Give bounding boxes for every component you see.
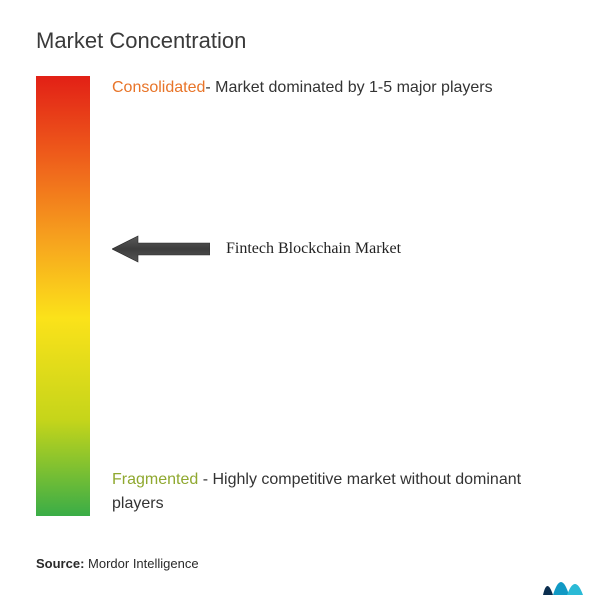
arrow-left-icon xyxy=(112,234,210,264)
concentration-gradient-bar xyxy=(36,76,90,516)
brand-logo-icon xyxy=(541,567,585,599)
source-attribution: Source: Mordor Intelligence xyxy=(36,556,199,571)
market-marker-label: Fintech Blockchain Market xyxy=(226,240,401,258)
consolidated-keyword: Consolidated xyxy=(112,79,205,96)
fragmented-description: Fragmented - Highly competitive market w… xyxy=(112,468,557,516)
fragmented-keyword: Fragmented xyxy=(112,471,198,488)
page-title: Market Concentration xyxy=(36,28,557,54)
market-marker: Fintech Blockchain Market xyxy=(112,234,401,264)
consolidated-description: Consolidated- Market dominated by 1-5 ma… xyxy=(112,76,557,100)
source-label: Source: xyxy=(36,556,84,571)
content-column: Consolidated- Market dominated by 1-5 ma… xyxy=(112,76,557,516)
consolidated-text: - Market dominated by 1-5 major players xyxy=(205,79,492,96)
main-area: Consolidated- Market dominated by 1-5 ma… xyxy=(36,76,557,516)
source-value: Mordor Intelligence xyxy=(88,556,199,571)
